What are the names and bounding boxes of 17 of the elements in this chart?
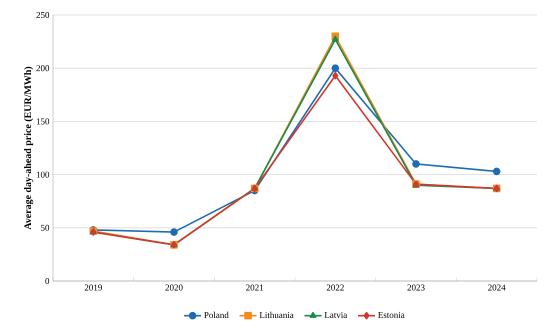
y-tick-label: 50 <box>41 224 50 231</box>
y-tick-label: 150 <box>36 118 50 124</box>
x-tick-label: 2020 <box>165 284 183 291</box>
y-tick-label: 200 <box>36 65 50 72</box>
legend-label: Lithuania <box>260 312 294 318</box>
y-tick-label: 0 <box>45 278 50 284</box>
legend-label: Estonia <box>378 312 405 318</box>
y-tick-label: 100 <box>36 172 50 178</box>
y-tick-label: 250 <box>36 12 50 18</box>
y-axis-title: Average day-ahead price (EUR/MWh) <box>24 66 34 230</box>
x-tick-label: 2024 <box>488 284 506 291</box>
x-tick-label: 2022 <box>326 284 344 291</box>
x-tick-label: 2023 <box>407 284 425 291</box>
legend-label: Latvia <box>324 312 348 318</box>
x-tick-label: 2021 <box>246 284 264 291</box>
legend-label: Poland <box>204 312 229 318</box>
x-tick-label: 2019 <box>84 284 102 291</box>
